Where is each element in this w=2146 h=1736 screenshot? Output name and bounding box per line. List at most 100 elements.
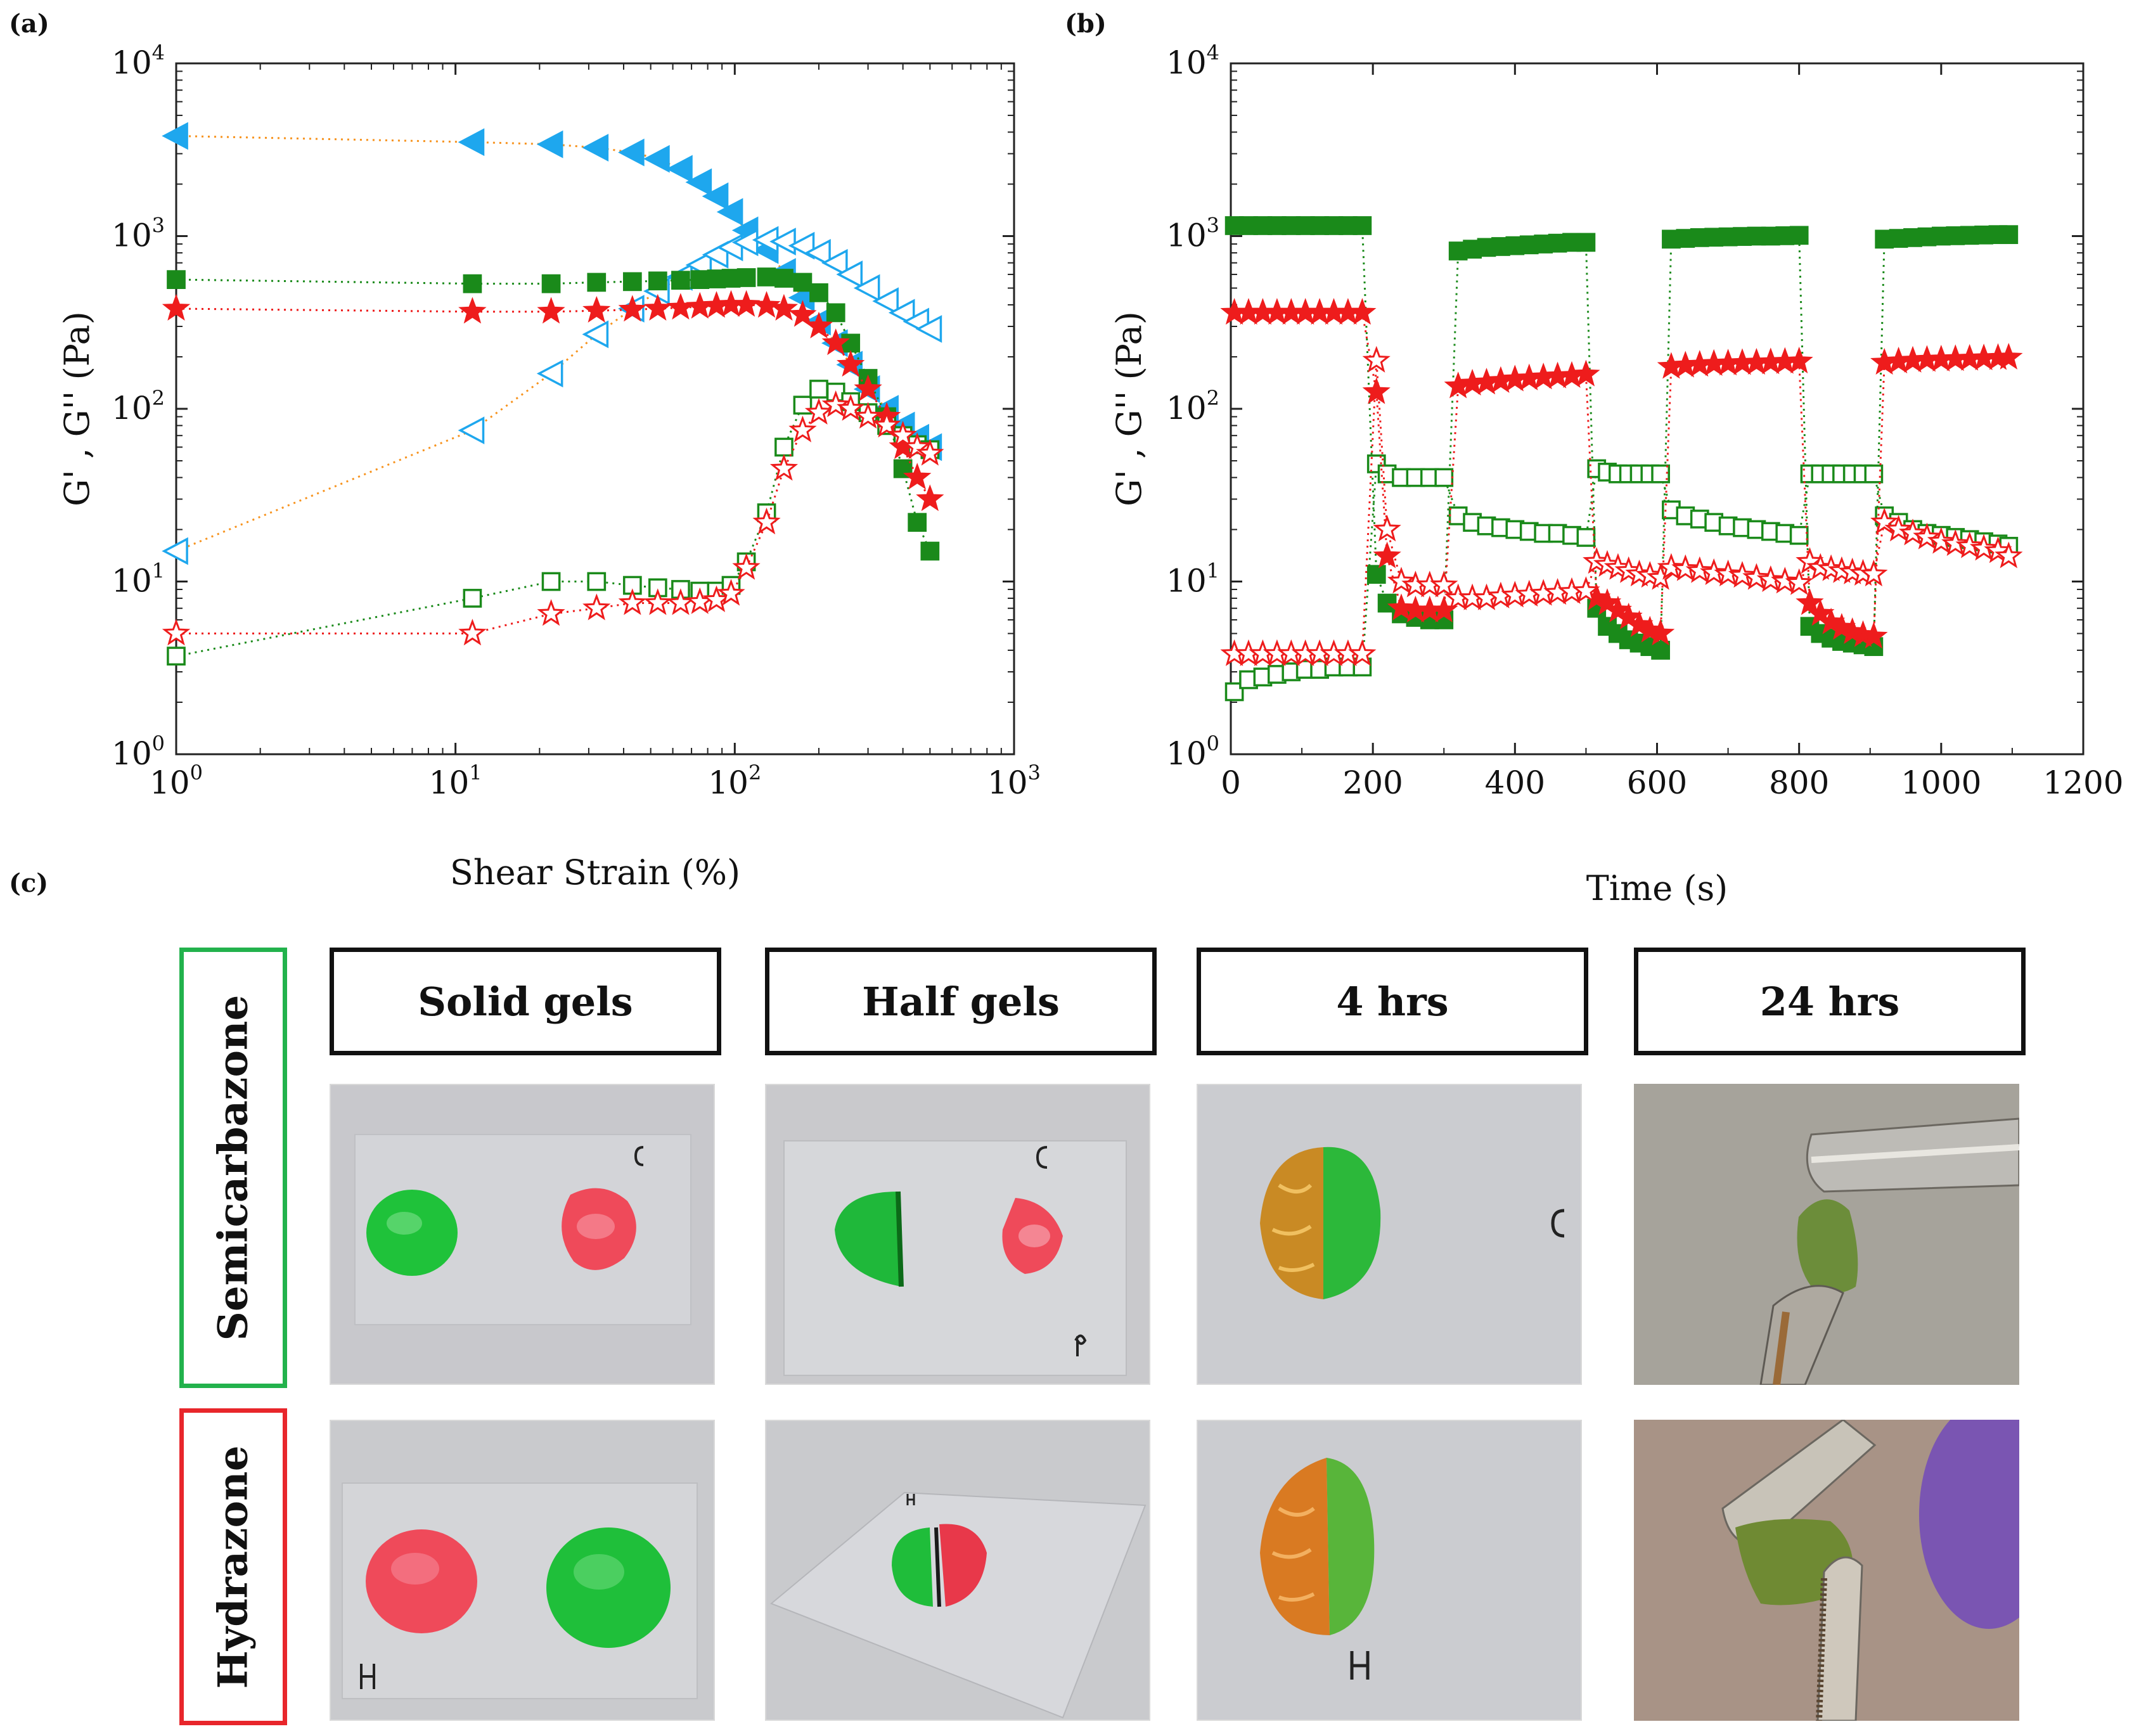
y-tick-label: 101 [112,559,165,600]
data-point [1576,233,1596,252]
data-point [536,359,563,388]
data-point [821,390,850,418]
data-point [536,130,563,158]
data-point [1685,556,1714,583]
data-point [841,333,861,353]
photo-hydrazone-4-hrs [1197,1420,1582,1721]
data-point [809,283,828,302]
data-point [1927,527,1955,554]
x-tick-label: 101 [429,761,482,801]
data-point [463,274,482,293]
data-point [717,579,745,606]
data-point [888,299,915,327]
series-line [1234,224,2009,652]
data-point [1373,515,1401,542]
data-point [736,268,756,287]
data-point [821,248,848,277]
x-tick-label: 400 [1485,764,1545,801]
data-point [1785,347,1813,374]
y-tick-label: 103 [1166,214,1219,254]
column-header-24-hrs: 24 hrs [1634,948,2026,1055]
data-point [1387,567,1416,594]
data-point [1576,528,1596,547]
column-header-4-hrs: 4 hrs [1197,948,1588,1055]
data-point [821,328,850,356]
data-point [1789,525,1809,545]
data-point [541,572,561,591]
data-point [1898,518,1927,546]
column-header-solid-gels: Solid gels [330,948,721,1055]
y-axis-label: G' , G'' (Pa) [1109,311,1149,506]
y-tick-label: 102 [112,386,165,427]
x-tick-label: 600 [1627,764,1687,801]
data-point [1671,554,1700,581]
data-point [162,537,188,565]
x-tick-label: 200 [1342,764,1403,801]
data-point [793,395,813,415]
data-point [916,439,944,466]
data-point [915,315,942,343]
data-point [804,239,831,267]
y-tick-label: 100 [1166,731,1219,772]
data-point [1999,225,2019,245]
data-point [1657,553,1686,580]
data-point [671,271,690,290]
data-point [732,290,761,317]
data-point [1969,534,1998,561]
data-point [1362,377,1391,404]
data-point [458,619,487,646]
data-point [463,589,482,608]
data-point [537,599,565,626]
data-point [1955,531,1984,558]
data-point [618,588,646,615]
x-tick-label: 100 [150,761,203,801]
data-point [769,293,799,321]
data-point [643,293,672,321]
x-tick-label: 1000 [1901,764,1981,801]
data-point [458,416,485,444]
data-point [1785,568,1813,595]
y-axis-label: G' , G'' (Pa) [57,311,97,506]
data-point [1572,359,1600,387]
row-header-hydrazone: Hydrazone [179,1408,287,1725]
data-point [1870,507,1899,535]
data-point [643,588,672,615]
data-point [1860,622,1888,649]
panel-label-c: (c) [9,868,49,898]
data-point [1224,682,1244,702]
data-point [162,619,191,646]
data-point [618,295,646,322]
data-point [757,267,776,286]
x-axis-label: Time (s) [1586,868,1728,908]
y-tick-label: 100 [112,731,165,772]
data-point [458,297,487,324]
panel-label-a: (a) [9,9,49,39]
row-header-semicarbazone: Semicarbazone [179,948,287,1388]
data-point [162,293,191,321]
chart-a: 100 101 102 103 104 100 101 102 103 Shear Strain … [57,41,1041,892]
data-point [618,138,645,167]
x-tick-label: 103 [987,761,1041,801]
data-point [582,320,609,349]
data-point [1789,226,1809,245]
data-point [167,646,186,666]
data-point [1430,570,1458,598]
column-header-half-gels: Half gels [765,948,1157,1055]
data-point [1352,216,1372,235]
data-point [1941,529,1970,556]
series-line [176,276,931,552]
data-point [774,269,794,288]
data-point [643,145,670,173]
x-tick-label: 1200 [2043,764,2123,801]
data-point [804,311,833,338]
y-tick-label: 103 [112,214,165,254]
data-point [1995,342,2023,370]
data-point [1884,515,1913,542]
data-point [1771,567,1799,594]
data-point [872,411,901,438]
data-point [774,437,794,457]
data-point [788,300,817,327]
data-point [686,292,714,319]
data-point [622,272,642,292]
data-point [853,274,880,302]
